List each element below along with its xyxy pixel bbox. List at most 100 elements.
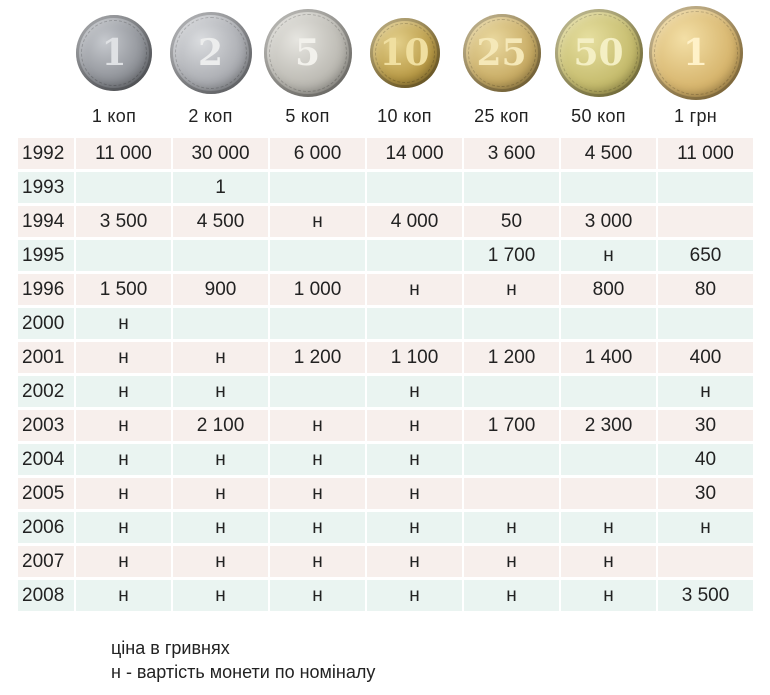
price-cell: 6 000 (270, 138, 365, 169)
price-cell (464, 478, 559, 509)
price-cell (658, 172, 753, 203)
price-table: 1992 11 000 30 000 6 000 14 000 3 600 4 500 11 … (16, 135, 755, 614)
legend-notes: ціна в гривнях н - вартість монети по но… (111, 636, 375, 684)
price-cell: н (561, 546, 656, 577)
price-cell: н (367, 444, 462, 475)
price-cell: н (76, 444, 171, 475)
price-cell (561, 172, 656, 203)
price-cell: н (658, 376, 753, 407)
coin-image: 2 (169, 12, 252, 94)
price-cell: 50 (464, 206, 559, 237)
price-cell: 40 (658, 444, 753, 475)
note-currency: ціна в гривнях (111, 638, 230, 658)
price-cell: н (76, 478, 171, 509)
price-cell: н (173, 580, 268, 611)
year-cell: 2004 (18, 444, 74, 475)
coin-label: 2 коп (188, 106, 233, 126)
coin-label: 1 грн (673, 106, 718, 126)
price-cell (561, 444, 656, 475)
price-cell: 11 000 (658, 138, 753, 169)
year-cell: 1996 (18, 274, 74, 305)
price-cell: н (76, 342, 171, 373)
price-cell: н (464, 546, 559, 577)
table-row: 2007 н н н н н н (18, 546, 753, 577)
price-cell: 650 (658, 240, 753, 271)
price-cell: 1 100 (367, 342, 462, 373)
coin-rim (374, 23, 435, 83)
table-row: 2003 н 2 100 н н 1 700 2 300 30 (18, 410, 753, 441)
price-cell: н (367, 512, 462, 543)
coin-column: 1 1 коп (66, 6, 162, 127)
price-cell (76, 172, 171, 203)
price-cell: н (173, 546, 268, 577)
table-row: 2001 н н 1 200 1 100 1 200 1 400 400 (18, 342, 753, 373)
year-cell: 1994 (18, 206, 74, 237)
price-cell: н (76, 546, 171, 577)
price-cell: н (173, 512, 268, 543)
table-row: 2006 н н н н н н н (18, 512, 753, 543)
price-cell: 1 400 (561, 342, 656, 373)
price-cell (367, 172, 462, 203)
coin-column: 50 50 коп (550, 6, 647, 127)
price-cell: 400 (658, 342, 753, 373)
table-row: 2005 н н н н 30 (18, 478, 753, 509)
coin-label: 1 коп (91, 106, 137, 126)
coin-column: 5 5 коп (259, 6, 356, 127)
price-cell: н (464, 512, 559, 543)
coin-rim (559, 14, 638, 92)
coin-rim (653, 11, 738, 95)
price-cell: 3 000 (561, 206, 656, 237)
price-cell: н (658, 512, 753, 543)
price-cell: 30 (658, 410, 753, 441)
note-nominal: н - вартість монети по номіналу (111, 662, 376, 682)
price-cell: 4 500 (561, 138, 656, 169)
price-cell: н (270, 444, 365, 475)
price-cell: н (561, 512, 656, 543)
coin-column: 1 1 грн (647, 6, 744, 127)
year-cell: 2007 (18, 546, 74, 577)
price-cell (270, 308, 365, 339)
price-cell: 1 700 (464, 240, 559, 271)
year-cell: 2001 (18, 342, 74, 373)
price-cell: н (367, 478, 462, 509)
price-cell (658, 206, 753, 237)
price-cell: н (173, 444, 268, 475)
coin-rim (467, 19, 536, 87)
price-cell (270, 376, 365, 407)
coin-rim (268, 14, 347, 92)
price-cell: н (270, 512, 365, 543)
coin-image: 1 (76, 15, 152, 91)
price-cell: н (76, 512, 171, 543)
table-row: 2002 н н н н (18, 376, 753, 407)
price-cell (173, 308, 268, 339)
coin-column: 2 2 коп (162, 6, 259, 127)
price-cell: 2 300 (561, 410, 656, 441)
price-cell (173, 240, 268, 271)
price-cell: н (464, 274, 559, 305)
coin-image: 25 (462, 14, 541, 92)
price-cell (367, 240, 462, 271)
price-cell (658, 546, 753, 577)
price-cell: 4 500 (173, 206, 268, 237)
table-row: 1996 1 500 900 1 000 н н 800 80 (18, 274, 753, 305)
price-cell: 3 600 (464, 138, 559, 169)
price-cell: н (76, 580, 171, 611)
price-cell: н (561, 240, 656, 271)
coin-label: 10 коп (377, 106, 432, 126)
table-row: 1994 3 500 4 500 н 4 000 50 3 000 (18, 206, 753, 237)
coin-label: 5 коп (285, 106, 330, 126)
price-cell: н (76, 308, 171, 339)
price-cell: н (367, 376, 462, 407)
price-cell: н (270, 206, 365, 237)
price-cell: н (270, 478, 365, 509)
price-cell: 1 200 (270, 342, 365, 373)
price-cell (561, 478, 656, 509)
price-cell (464, 376, 559, 407)
coin-rim (174, 17, 247, 89)
price-cell: 2 100 (173, 410, 268, 441)
price-cell (464, 308, 559, 339)
price-cell: н (76, 376, 171, 407)
price-cell: н (173, 376, 268, 407)
price-cell: 3 500 (658, 580, 753, 611)
year-cell: 1995 (18, 240, 74, 271)
